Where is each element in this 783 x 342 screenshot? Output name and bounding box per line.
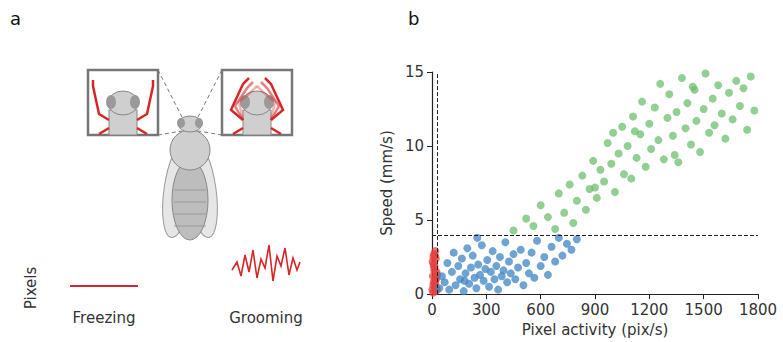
svg-text:300: 300 xyxy=(472,301,501,319)
svg-text:900: 900 xyxy=(581,301,610,319)
svg-text:600: 600 xyxy=(526,301,555,319)
svg-text:Pixels: Pixels xyxy=(22,267,40,310)
svg-text:1500: 1500 xyxy=(685,301,723,319)
html-text:a: a xyxy=(10,8,21,29)
svg-text:0: 0 xyxy=(414,285,424,303)
svg-text:1200: 1200 xyxy=(630,301,668,319)
svg-text:Pixel activity (pix/s): Pixel activity (pix/s) xyxy=(522,321,669,339)
svg-text:15: 15 xyxy=(405,63,424,81)
svg-text:Grooming: Grooming xyxy=(229,309,303,327)
svg-text:10: 10 xyxy=(405,137,424,155)
svg-text:Speed (mm/s): Speed (mm/s) xyxy=(378,130,396,236)
svg-text:1800: 1800 xyxy=(739,301,777,319)
svg-text:5: 5 xyxy=(414,211,424,229)
svg-text:Freezing: Freezing xyxy=(73,309,136,327)
svg-text:0: 0 xyxy=(427,301,437,319)
html-text:b: b xyxy=(408,8,420,29)
